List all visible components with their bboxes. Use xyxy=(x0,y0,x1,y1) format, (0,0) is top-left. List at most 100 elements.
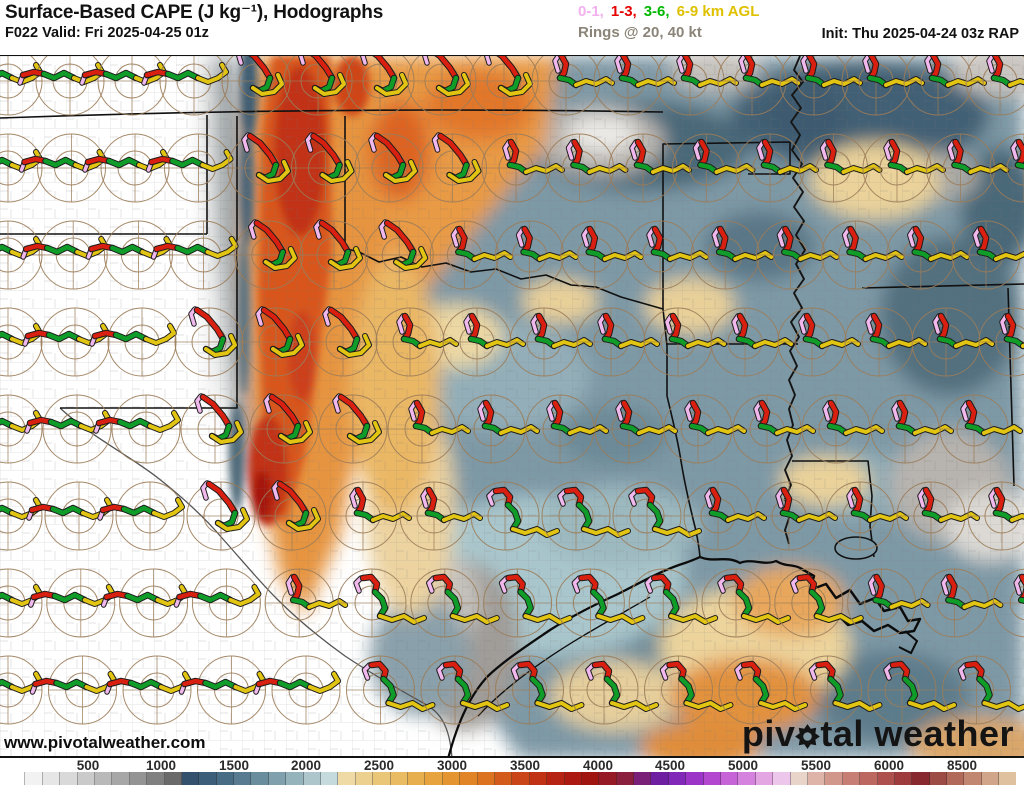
hodograph xyxy=(93,394,181,464)
colorbar-segment xyxy=(112,772,130,785)
hodograph xyxy=(469,56,539,116)
hodograph xyxy=(628,568,719,638)
watermark-url: www.pivotalweather.com xyxy=(4,733,206,752)
colorbar-segment xyxy=(651,772,669,785)
colorbar-segment xyxy=(42,772,61,785)
colorbar-tick-label: 4000 xyxy=(582,758,614,773)
colorbar-segment xyxy=(929,772,948,785)
hodograph xyxy=(525,394,609,464)
colorbar-segment xyxy=(477,772,495,785)
hodograph xyxy=(710,307,794,377)
hodograph xyxy=(221,56,291,116)
colorbar-segment xyxy=(234,772,252,785)
colorbar-segment xyxy=(564,772,582,785)
colorbar-tick-label: 2000 xyxy=(290,758,322,773)
colorbar-segment xyxy=(790,772,808,785)
hodograph xyxy=(896,481,980,551)
hodograph xyxy=(407,56,477,116)
hodograph xyxy=(483,568,573,638)
logo-text-right: tal weather xyxy=(820,713,1014,754)
hodograph xyxy=(387,394,471,464)
hodograph xyxy=(375,307,459,377)
hodograph xyxy=(911,307,995,377)
colorbar-segment xyxy=(842,772,861,785)
hodograph xyxy=(364,219,434,290)
pivotal-weather-logo: piv tal weather xyxy=(742,716,1014,752)
hodograph xyxy=(180,393,250,464)
hodograph xyxy=(992,568,1024,638)
colorbar-segment xyxy=(825,772,843,785)
hodograph xyxy=(97,481,185,551)
hodograph xyxy=(870,394,954,464)
page-title: Surface-Based CAPE (J kg⁻¹), Hodographs xyxy=(5,2,384,23)
hodograph xyxy=(26,481,114,551)
colorbar-segment xyxy=(25,772,43,785)
hodograph xyxy=(227,132,297,203)
hodograph xyxy=(608,133,692,203)
rings-legend: Rings @ 20, 40 kt xyxy=(578,24,702,41)
hodograph xyxy=(186,480,256,551)
cape-hodograph-map: www.pivotalweather.com piv tal weather xyxy=(0,55,1024,758)
legend-item-1: 1-3, xyxy=(610,3,637,20)
hodograph xyxy=(283,56,353,116)
hodograph xyxy=(735,133,819,203)
colorbar-segment xyxy=(616,772,635,785)
hodograph xyxy=(328,481,412,551)
colorbar-segment xyxy=(703,772,722,785)
hodograph-layer xyxy=(0,56,1024,725)
colorbar-tick-label: 5000 xyxy=(727,758,759,773)
colorbar-tick-label: 2500 xyxy=(363,758,395,773)
hodograph xyxy=(257,480,327,551)
colorbar-segment xyxy=(512,772,530,785)
hodograph xyxy=(308,306,378,377)
colorbar-segment xyxy=(947,772,965,785)
colorbar-segment xyxy=(60,772,78,785)
colorbar-tick-label: 3500 xyxy=(509,758,541,773)
colorbar-segment xyxy=(581,772,600,785)
colorbar-segment xyxy=(355,772,374,785)
colorbar-tick-label: 8500 xyxy=(946,758,978,773)
hodograph xyxy=(234,219,304,290)
hodograph xyxy=(241,306,311,377)
logo-text-left: piv xyxy=(741,713,796,754)
colorbar-segment xyxy=(164,772,182,785)
colorbar-segment xyxy=(686,772,704,785)
hodograph xyxy=(337,568,427,638)
mississippi-river xyxy=(784,56,806,545)
hodograph xyxy=(249,393,319,464)
colorbar-segment xyxy=(999,772,1016,785)
colorbar-segment xyxy=(147,772,165,785)
hodograph xyxy=(847,568,931,638)
hodograph xyxy=(939,394,1023,464)
hodograph xyxy=(774,568,864,638)
colorbar-segment xyxy=(77,772,95,785)
hodograph xyxy=(594,394,678,464)
hodograph xyxy=(569,655,659,725)
hodograph xyxy=(867,655,957,725)
colorbar-segment xyxy=(668,772,687,785)
colorbar-segment xyxy=(860,772,878,785)
hodograph xyxy=(291,132,360,203)
colorbar-segment xyxy=(634,772,652,785)
colorbar-segment xyxy=(303,772,322,785)
hodograph xyxy=(825,481,909,551)
hodograph xyxy=(509,307,593,377)
hodograph xyxy=(429,220,514,290)
hodograph xyxy=(643,307,727,377)
colorbar-segment xyxy=(773,772,791,785)
hodograph xyxy=(732,394,816,464)
hodograph xyxy=(299,219,369,290)
hodograph xyxy=(456,394,540,464)
colorbar-segment xyxy=(390,772,408,785)
hodograph xyxy=(951,220,1024,290)
hodograph xyxy=(89,307,177,377)
colorbar-segment xyxy=(807,772,826,785)
hodograph xyxy=(174,306,244,377)
hodograph xyxy=(801,394,885,464)
hodograph xyxy=(145,133,234,203)
hodograph xyxy=(777,307,861,377)
hodograph xyxy=(683,481,767,551)
map-canvas xyxy=(0,56,1024,756)
colorbar-segment xyxy=(721,772,739,785)
hodograph xyxy=(253,655,341,725)
